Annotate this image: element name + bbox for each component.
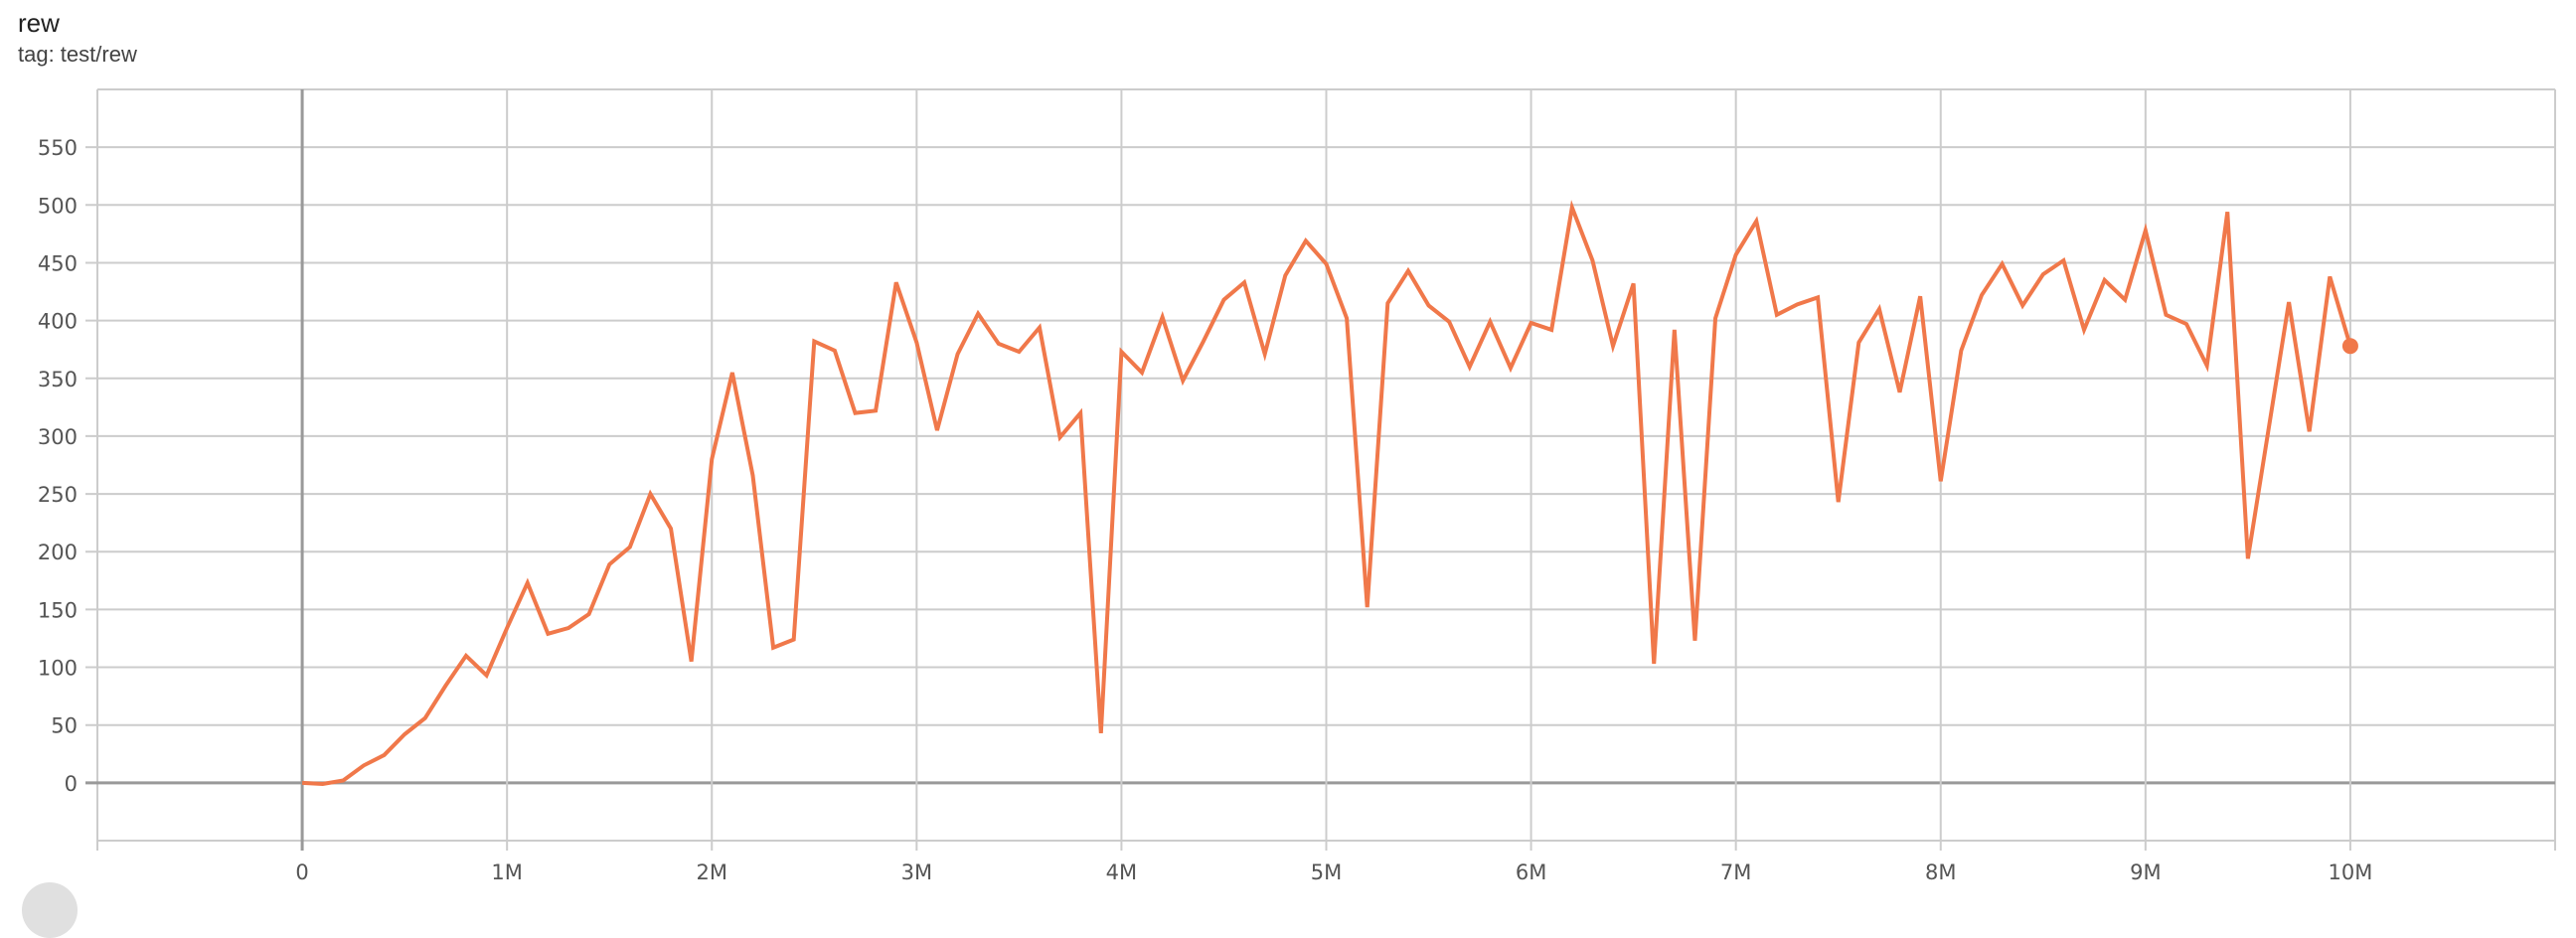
y-tick-label: 0	[65, 772, 78, 796]
x-tick-label: 6M	[1516, 860, 1546, 884]
x-tick-label: 4M	[1106, 860, 1137, 884]
corner-button[interactable]	[22, 882, 78, 938]
y-tick-label: 350	[38, 368, 78, 391]
x-tick-label: 8M	[1925, 860, 1956, 884]
y-tick-label: 500	[38, 194, 78, 218]
y-tick-label: 300	[38, 425, 78, 449]
chart-title: rew	[18, 8, 60, 38]
y-tick-label: 550	[38, 136, 78, 160]
x-tick-label: 2M	[697, 860, 727, 884]
y-tick-label: 250	[38, 483, 78, 507]
y-tick-label: 450	[38, 251, 78, 275]
x-tick-label: 3M	[901, 860, 932, 884]
data-point	[2341, 338, 2358, 355]
y-tick-label: 50	[51, 714, 78, 738]
y-tick-label: 400	[38, 310, 78, 334]
series-line	[301, 200, 2352, 787]
x-tick-label: 1M	[491, 860, 522, 884]
line-chart[interactable]: 0 50 100 150 200 250 300 350 400 450 500 550 0 1M 2M 3M…	[0, 0, 2576, 894]
y-tick-label: 100	[38, 657, 78, 681]
x-tick-label: 10M	[2328, 860, 2372, 884]
x-tick-label: 9M	[2130, 860, 2161, 884]
y-tick-label: 200	[38, 541, 78, 564]
x-tick-label: 7M	[1720, 860, 1751, 884]
x-tick-label: 5M	[1311, 860, 1342, 884]
chart-tag: tag: test/rew	[18, 42, 137, 67]
x-tick-label: 0	[295, 860, 308, 884]
y-tick-label: 150	[38, 598, 78, 622]
